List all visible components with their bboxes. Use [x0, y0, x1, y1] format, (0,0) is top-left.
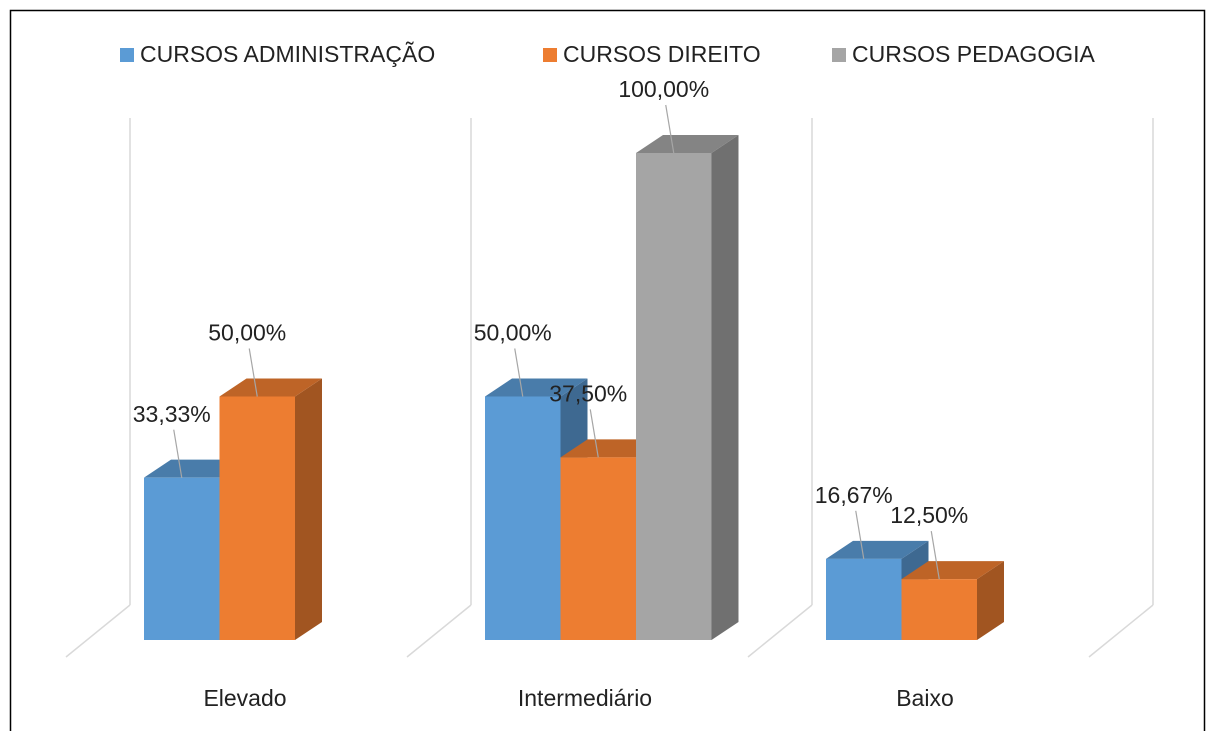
bar-top [826, 540, 929, 559]
bar-top [485, 378, 588, 397]
leader-line [665, 104, 675, 154]
bar [144, 477, 220, 640]
leader-line [855, 510, 865, 559]
floor-grid [65, 118, 1154, 658]
bar [901, 579, 977, 640]
leader-line [248, 348, 258, 397]
data-label: 12,50% [890, 502, 968, 528]
data-label: 50,00% [474, 320, 552, 346]
bar-side [977, 561, 1004, 640]
x-tick-label: Intermediário [518, 685, 652, 711]
bar [560, 457, 636, 640]
data-label: 50,00% [208, 320, 286, 346]
data-label: 100,00% [618, 76, 709, 102]
bar-top [636, 135, 739, 153]
bar-top [901, 561, 1004, 580]
data-label: 16,67% [815, 482, 893, 508]
bar [219, 396, 295, 640]
legend-swatch [832, 48, 846, 62]
x-tick-label: Elevado [203, 685, 286, 711]
bar [636, 153, 712, 640]
legend-label: CURSOS PEDAGOGIA [852, 41, 1095, 67]
frame [9, 9, 1206, 731]
legend-swatch [120, 48, 134, 62]
bar-side [295, 378, 322, 640]
legend-label: CURSOS ADMINISTRAÇÃO [140, 41, 435, 67]
leader-line [930, 531, 940, 580]
leader-line [173, 429, 183, 478]
legend-label: CURSOS DIREITO [563, 41, 761, 67]
bar-top [219, 378, 322, 397]
bar [826, 558, 902, 640]
x-tick-label: Baixo [896, 685, 954, 711]
bar [485, 396, 561, 640]
legend-swatch [543, 48, 557, 62]
leader-line [514, 348, 524, 397]
leader-line [589, 409, 599, 458]
data-label: 37,50% [549, 380, 627, 406]
data-label: 33,33% [133, 401, 211, 427]
bar-side [711, 135, 739, 640]
